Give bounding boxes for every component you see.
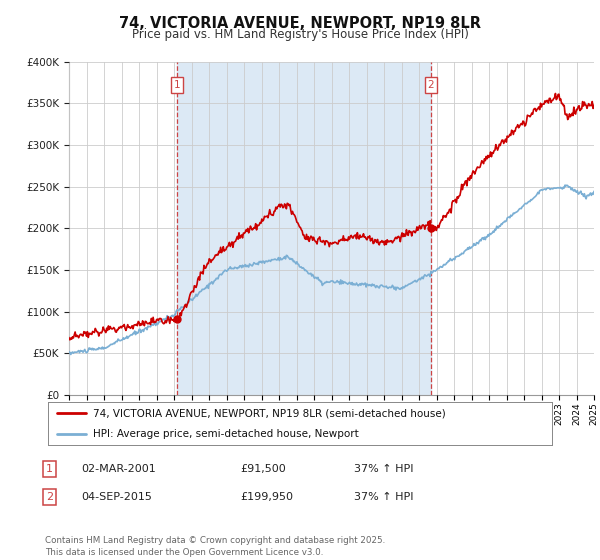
Text: 2: 2 bbox=[46, 492, 53, 502]
Text: HPI: Average price, semi-detached house, Newport: HPI: Average price, semi-detached house,… bbox=[94, 430, 359, 439]
Text: 1: 1 bbox=[46, 464, 53, 474]
Bar bbox=[177, 62, 431, 395]
Text: 02-MAR-2001: 02-MAR-2001 bbox=[81, 464, 156, 474]
Text: £91,500: £91,500 bbox=[240, 464, 286, 474]
Text: 1: 1 bbox=[173, 80, 180, 90]
Text: 04-SEP-2015: 04-SEP-2015 bbox=[81, 492, 152, 502]
Text: 2: 2 bbox=[427, 80, 434, 90]
Text: 74, VICTORIA AVENUE, NEWPORT, NP19 8LR: 74, VICTORIA AVENUE, NEWPORT, NP19 8LR bbox=[119, 16, 481, 31]
Text: Price paid vs. HM Land Registry's House Price Index (HPI): Price paid vs. HM Land Registry's House … bbox=[131, 28, 469, 41]
Text: 37% ↑ HPI: 37% ↑ HPI bbox=[354, 464, 413, 474]
Text: £199,950: £199,950 bbox=[240, 492, 293, 502]
Text: Contains HM Land Registry data © Crown copyright and database right 2025.
This d: Contains HM Land Registry data © Crown c… bbox=[45, 536, 385, 557]
Text: 37% ↑ HPI: 37% ↑ HPI bbox=[354, 492, 413, 502]
Text: 74, VICTORIA AVENUE, NEWPORT, NP19 8LR (semi-detached house): 74, VICTORIA AVENUE, NEWPORT, NP19 8LR (… bbox=[94, 408, 446, 418]
